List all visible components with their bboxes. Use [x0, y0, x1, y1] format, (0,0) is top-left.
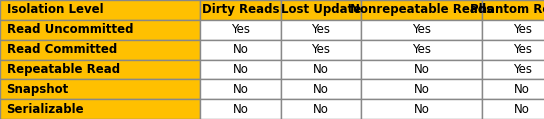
Bar — [0, 79, 200, 99]
Bar — [0, 60, 200, 79]
Bar — [200, 20, 281, 40]
Text: No: No — [232, 63, 249, 76]
Text: No: No — [232, 43, 249, 56]
Text: Yes: Yes — [231, 23, 250, 36]
Bar — [482, 40, 544, 60]
Bar — [0, 0, 200, 20]
Bar — [281, 40, 361, 60]
Bar — [281, 0, 361, 20]
Bar — [482, 99, 544, 119]
Bar — [482, 60, 544, 79]
Text: No: No — [232, 103, 249, 116]
Text: Isolation Level: Isolation Level — [7, 3, 103, 16]
Bar — [482, 20, 544, 40]
Text: No: No — [313, 103, 329, 116]
Text: Repeatable Read: Repeatable Read — [7, 63, 120, 76]
Text: No: No — [413, 83, 430, 96]
Text: Yes: Yes — [412, 23, 431, 36]
Bar — [200, 99, 281, 119]
Text: No: No — [313, 63, 329, 76]
Bar — [361, 20, 482, 40]
Text: Read Uncommitted: Read Uncommitted — [7, 23, 133, 36]
Text: Dirty Reads: Dirty Reads — [202, 3, 279, 16]
Text: No: No — [232, 83, 249, 96]
Bar — [200, 40, 281, 60]
Text: Lost Update: Lost Update — [281, 3, 361, 16]
Bar — [281, 20, 361, 40]
Bar — [0, 20, 200, 40]
Text: Snapshot: Snapshot — [7, 83, 69, 96]
Bar — [361, 79, 482, 99]
Bar — [200, 0, 281, 20]
Bar — [0, 40, 200, 60]
Text: No: No — [313, 83, 329, 96]
Text: Yes: Yes — [412, 43, 431, 56]
Bar — [281, 60, 361, 79]
Text: Serializable: Serializable — [7, 103, 84, 116]
Bar — [200, 79, 281, 99]
Text: No: No — [413, 63, 430, 76]
Text: Yes: Yes — [513, 63, 531, 76]
Bar — [361, 0, 482, 20]
Bar — [361, 40, 482, 60]
Text: Read Committed: Read Committed — [7, 43, 117, 56]
Text: Yes: Yes — [312, 43, 330, 56]
Text: Phantom Reads: Phantom Reads — [471, 3, 544, 16]
Bar — [281, 79, 361, 99]
Bar — [200, 60, 281, 79]
Bar — [361, 60, 482, 79]
Bar — [482, 79, 544, 99]
Text: Nonrepeatable Reads: Nonrepeatable Reads — [350, 3, 493, 16]
Text: Yes: Yes — [312, 23, 330, 36]
Bar — [0, 99, 200, 119]
Text: Yes: Yes — [513, 43, 531, 56]
Bar — [482, 0, 544, 20]
Bar — [361, 99, 482, 119]
Bar — [281, 99, 361, 119]
Text: No: No — [514, 83, 530, 96]
Text: No: No — [413, 103, 430, 116]
Text: No: No — [514, 103, 530, 116]
Text: Yes: Yes — [513, 23, 531, 36]
